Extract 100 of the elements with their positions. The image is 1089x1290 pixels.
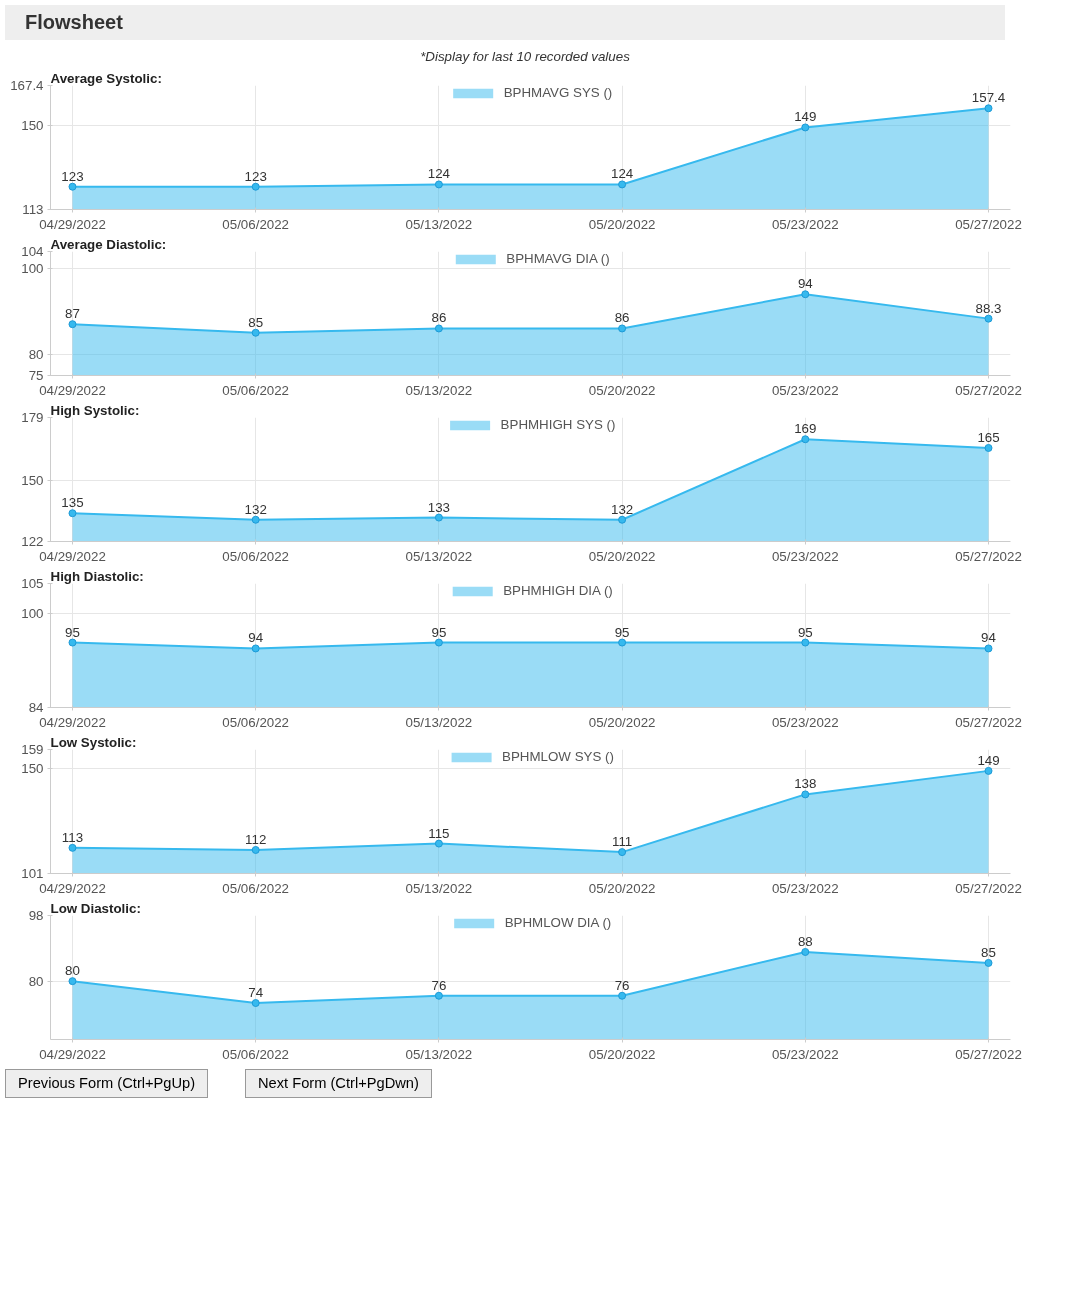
x-tick-label: 05/23/2022 — [771, 880, 839, 896]
chart-title: Average Diastolic: — [50, 236, 167, 252]
point — [618, 180, 627, 189]
data-label: 123 — [244, 168, 267, 184]
data-label: 132 — [244, 501, 267, 517]
data-label: 123 — [61, 168, 84, 184]
x-tick-label: 05/20/2022 — [588, 714, 656, 730]
point — [434, 839, 443, 848]
x-tick-label: 05/13/2022 — [405, 548, 473, 564]
x-tick-label: 04/29/2022 — [39, 880, 106, 896]
y-tick-label: 159 — [21, 742, 44, 757]
y-tick-label: 100 — [21, 261, 44, 277]
point — [801, 947, 810, 956]
y-tick-label: 167.4 — [10, 78, 45, 93]
x-tick-label: 05/06/2022 — [222, 880, 290, 896]
data-label: 88 — [797, 933, 813, 949]
data-label: 165 — [977, 429, 1000, 445]
x-tick-label: 05/20/2022 — [588, 382, 656, 398]
x-tick-label: 05/06/2022 — [222, 714, 290, 730]
data-label: 135 — [61, 495, 84, 511]
point — [434, 513, 443, 522]
y-tick-label: 150 — [21, 473, 44, 489]
data-label: 95 — [65, 624, 80, 640]
point — [801, 790, 810, 799]
legend-label: BPHMLOW DIA () — [504, 915, 612, 930]
text: Next Form (Ctrl+PgDwn) — [245, 1069, 432, 1098]
x-tick-label: 05/27/2022 — [955, 548, 1022, 564]
data-label: 74 — [248, 985, 264, 1001]
x-tick-label: 05/27/2022 — [955, 1046, 1022, 1062]
point — [68, 843, 77, 852]
y-tick-label: 75 — [28, 368, 44, 383]
x-tick-label: 05/06/2022 — [222, 216, 290, 232]
y-tick-label: 80 — [28, 346, 44, 362]
x-tick-label: 05/06/2022 — [222, 382, 290, 398]
y-tick-label: 179 — [21, 410, 44, 425]
y-tick-label: 98 — [28, 908, 44, 923]
x-tick-label: 05/23/2022 — [771, 216, 839, 232]
x-tick-label: 05/23/2022 — [771, 382, 839, 398]
x-tick-label: 05/13/2022 — [405, 714, 473, 730]
chart-title: Average Systolic: — [50, 70, 162, 86]
data-label: 115 — [428, 825, 450, 841]
point — [68, 977, 77, 986]
text: *Display for last 10 recorded values — [419, 48, 631, 66]
x-tick-label: 05/20/2022 — [588, 880, 656, 896]
chart-title: High Systolic: — [50, 402, 140, 418]
data-label: 157.4 — [971, 90, 1006, 106]
text: Previous Form (Ctrl+PgUp) — [5, 1069, 209, 1098]
text: Flowsheet — [5, 5, 1005, 40]
data-label: 86 — [431, 310, 447, 326]
point — [801, 290, 810, 299]
data-label: 94 — [797, 276, 814, 292]
x-tick-label: 05/13/2022 — [405, 1046, 473, 1062]
data-label: 95 — [797, 624, 813, 640]
point — [251, 182, 260, 191]
point — [68, 320, 77, 329]
point — [984, 766, 993, 775]
data-label: 149 — [794, 109, 817, 125]
point — [251, 999, 260, 1008]
x-tick-label: 05/13/2022 — [405, 382, 473, 398]
data-label: 85 — [248, 314, 264, 330]
point — [984, 314, 993, 323]
x-tick-label: 05/20/2022 — [588, 1046, 656, 1062]
legend-label: BPHMLOW SYS () — [502, 749, 614, 764]
data-label: 87 — [65, 306, 80, 322]
point — [984, 104, 993, 113]
data-label: 132 — [610, 501, 634, 517]
point — [618, 515, 627, 524]
point — [984, 443, 993, 452]
x-tick-label: 05/13/2022 — [405, 880, 473, 896]
point — [618, 848, 627, 857]
point — [251, 515, 260, 524]
data-label: 112 — [245, 831, 267, 847]
x-tick-label: 05/20/2022 — [588, 216, 656, 232]
x-tick-label: 05/23/2022 — [771, 548, 839, 564]
x-tick-label: 05/27/2022 — [955, 714, 1022, 730]
legend-label: BPHMHIGH SYS () — [500, 417, 616, 432]
x-tick-label: 05/13/2022 — [405, 216, 473, 232]
x-tick-label: 05/23/2022 — [771, 1046, 839, 1062]
data-label: 149 — [977, 752, 1000, 768]
data-label: 95 — [431, 624, 447, 640]
data-label: 138 — [794, 776, 817, 792]
point — [68, 509, 77, 518]
y-tick-label: 104 — [21, 244, 45, 259]
point — [801, 123, 810, 132]
point — [434, 180, 443, 189]
x-tick-label: 05/27/2022 — [955, 216, 1022, 232]
chart-title: Low Diastolic: — [50, 900, 141, 916]
point — [68, 182, 77, 191]
x-tick-label: 05/23/2022 — [771, 714, 839, 730]
data-label: 76 — [614, 977, 630, 993]
y-tick-label: 150 — [21, 117, 44, 133]
legend-label: BPHMHIGH DIA () — [503, 583, 613, 598]
y-tick-label: 84 — [28, 700, 45, 715]
y-tick-label: 113 — [22, 202, 44, 217]
point — [251, 328, 260, 337]
data-label: 169 — [794, 421, 817, 437]
point — [984, 958, 993, 967]
y-tick-label: 101 — [21, 866, 44, 881]
data-label: 94 — [981, 630, 997, 646]
data-label: 124 — [610, 166, 634, 182]
